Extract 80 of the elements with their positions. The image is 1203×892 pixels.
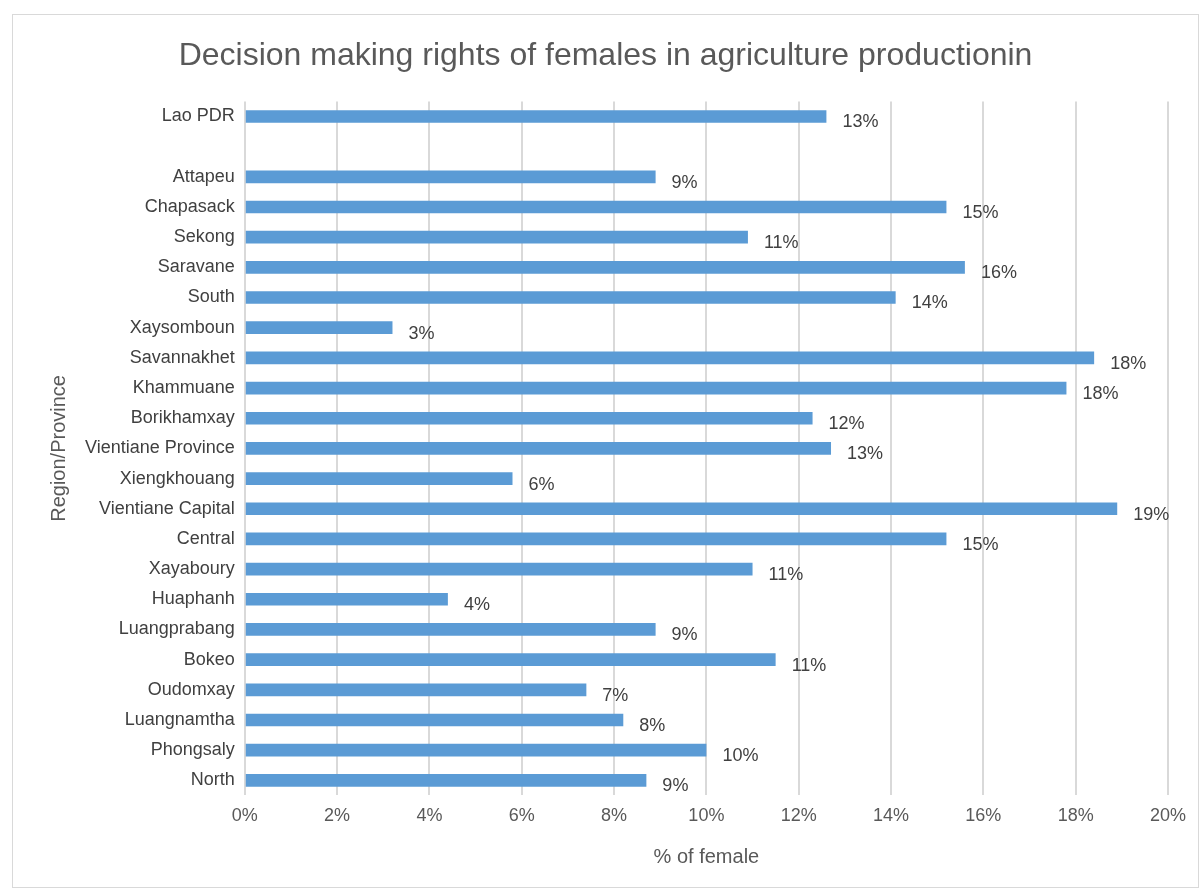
y-axis-title: Region/Province	[46, 375, 69, 522]
y-tick-label: South	[187, 286, 235, 307]
x-tick-label: 0%	[231, 805, 258, 826]
y-tick-label: Saravane	[157, 256, 235, 277]
y-tick-label: Sekong	[173, 226, 235, 247]
data-label: 12%	[828, 413, 865, 434]
data-label: 3%	[408, 322, 435, 343]
y-tick-label: Attapeu	[172, 165, 235, 186]
bar	[245, 170, 656, 184]
data-label: 4%	[463, 594, 490, 615]
data-label: 9%	[671, 171, 698, 192]
bar	[245, 683, 587, 697]
data-label: 15%	[962, 533, 999, 554]
y-tick-label: Phongsaly	[150, 739, 235, 760]
y-tick-label: North	[190, 769, 235, 790]
bar	[245, 291, 896, 304]
data-label: 15%	[962, 201, 999, 222]
x-tick-label: 10%	[688, 805, 725, 826]
y-tick-label: Xayaboury	[148, 558, 235, 579]
x-tick-label: 14%	[873, 805, 910, 826]
bar	[245, 351, 1095, 365]
data-label: 10%	[722, 745, 759, 766]
y-tick-label: Lao PDR	[161, 105, 235, 126]
y-tick-label: Khammuane	[132, 377, 235, 398]
bar	[245, 532, 947, 546]
bar	[245, 230, 748, 244]
y-tick-label: Luangnamtha	[124, 708, 236, 729]
x-tick-label: 12%	[780, 805, 817, 826]
data-label: 7%	[602, 684, 629, 705]
data-label: 19%	[1133, 503, 1170, 524]
data-label: 13%	[847, 443, 884, 464]
bar	[245, 743, 707, 757]
data-label: 8%	[639, 714, 666, 735]
chart-title: Decision making rights of females in agriculture productionin	[178, 36, 1033, 73]
bar	[245, 442, 832, 455]
bar	[245, 110, 827, 123]
y-tick-label: Central	[176, 527, 235, 548]
data-label: 18%	[1082, 383, 1119, 404]
y-tick-label: Xaysomboun	[129, 316, 235, 337]
y-tick-label: Luangprabang	[118, 618, 235, 639]
y-tick-label: Oudomxay	[147, 678, 235, 699]
data-label: 9%	[662, 775, 689, 796]
x-tick-label: 16%	[965, 805, 1002, 826]
bar	[245, 321, 393, 335]
data-label: 6%	[528, 473, 555, 494]
data-label: 11%	[768, 564, 804, 585]
x-axis-title: % of female	[653, 844, 760, 867]
y-tick-label: Huaphanh	[151, 588, 235, 609]
y-tick-label: Savannakhet	[129, 346, 235, 367]
bar	[245, 713, 624, 727]
y-tick-label: Borikhamxay	[130, 407, 235, 428]
data-label: 9%	[671, 624, 698, 645]
bar	[245, 200, 947, 214]
data-label: 14%	[911, 292, 948, 313]
y-tick-label: Vientiane Capital	[99, 497, 235, 518]
x-tick-label: 6%	[508, 805, 535, 826]
y-tick-label: Vientiane Province	[85, 437, 235, 458]
data-label: 11%	[763, 232, 799, 253]
x-tick-label: 8%	[601, 805, 628, 826]
x-tick-label: 2%	[324, 805, 351, 826]
bar	[245, 261, 965, 274]
bar	[245, 653, 776, 666]
bar	[245, 562, 753, 576]
y-tick-label: Bokeo	[183, 648, 235, 669]
bar	[245, 623, 656, 636]
data-label: 16%	[980, 262, 1017, 283]
data-label: 13%	[842, 111, 879, 132]
data-label: 11%	[791, 654, 827, 675]
y-tick-label: Chapasack	[144, 195, 236, 216]
y-tick-label: Xiengkhouang	[119, 467, 235, 488]
x-tick-label: 20%	[1149, 805, 1187, 826]
data-label: 18%	[1110, 352, 1147, 373]
bar	[245, 472, 513, 485]
x-tick-label: 18%	[1057, 805, 1094, 826]
bar	[245, 381, 1067, 395]
bar	[245, 502, 1118, 516]
bar	[245, 773, 647, 787]
bar	[245, 411, 813, 425]
bar	[245, 592, 448, 606]
x-tick-label: 4%	[416, 805, 443, 826]
